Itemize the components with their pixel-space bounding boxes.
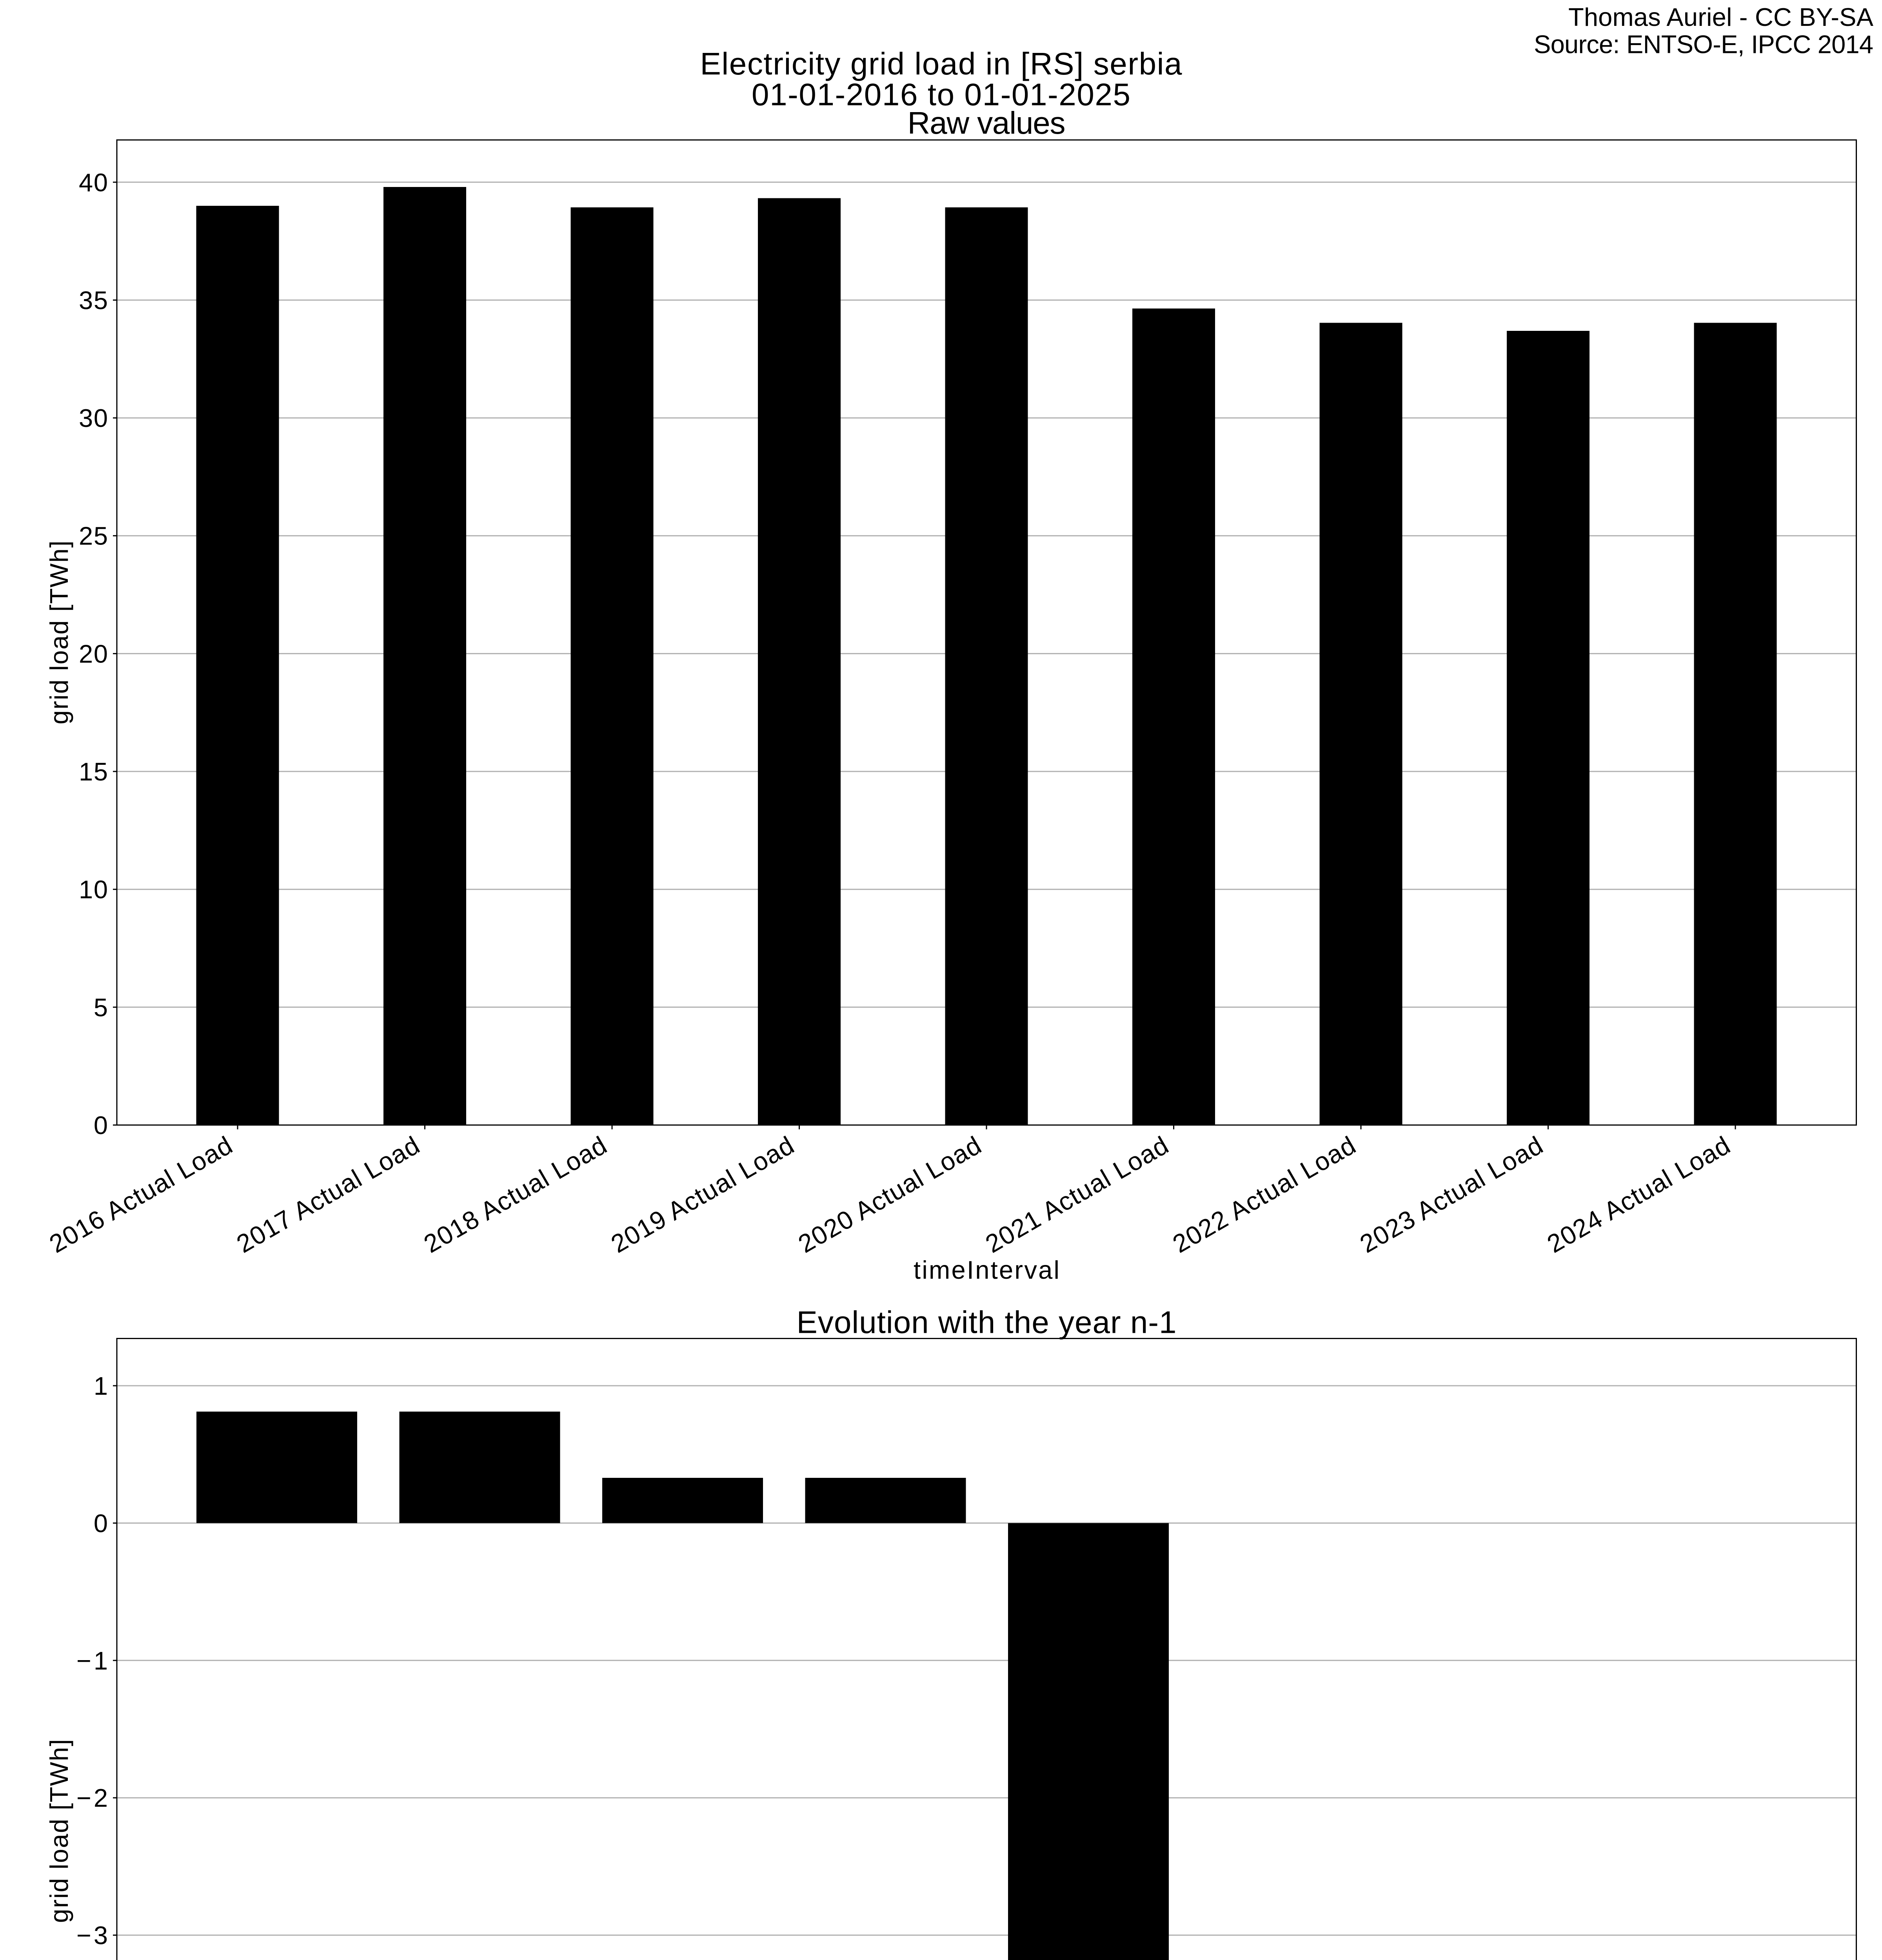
svg-text:Raw values: Raw values xyxy=(908,105,1066,140)
svg-text:20: 20 xyxy=(79,639,108,668)
svg-text:25: 25 xyxy=(79,522,108,550)
svg-text:35: 35 xyxy=(79,286,108,315)
svg-text:Source: ENTSO-E, IPCC 2014: Source: ENTSO-E, IPCC 2014 xyxy=(1534,30,1873,59)
svg-text:grid load [TWh]: grid load [TWh] xyxy=(45,541,73,724)
svg-text:0: 0 xyxy=(94,1509,108,1537)
svg-text:grid load [TWh]: grid load [TWh] xyxy=(45,1739,73,1923)
svg-text:15: 15 xyxy=(79,757,108,786)
svg-text:5: 5 xyxy=(94,993,108,1022)
svg-text:0: 0 xyxy=(94,1111,108,1140)
svg-text:Thomas Auriel - CC BY-SA: Thomas Auriel - CC BY-SA xyxy=(1568,3,1874,31)
svg-text:Electricity grid load in [RS]: Electricity grid load in [RS] serbia xyxy=(700,46,1183,81)
svg-text:1: 1 xyxy=(94,1372,108,1400)
svg-text:01-01-2016 to 01-01-2025: 01-01-2016 to 01-01-2025 xyxy=(752,77,1130,112)
svg-text:30: 30 xyxy=(79,404,108,432)
svg-text:40: 40 xyxy=(79,168,108,197)
svg-text:10: 10 xyxy=(79,875,108,904)
svg-text:timeInterval: timeInterval xyxy=(914,1256,1059,1284)
svg-text:Evolution with the year n-1: Evolution with the year n-1 xyxy=(797,1305,1177,1340)
